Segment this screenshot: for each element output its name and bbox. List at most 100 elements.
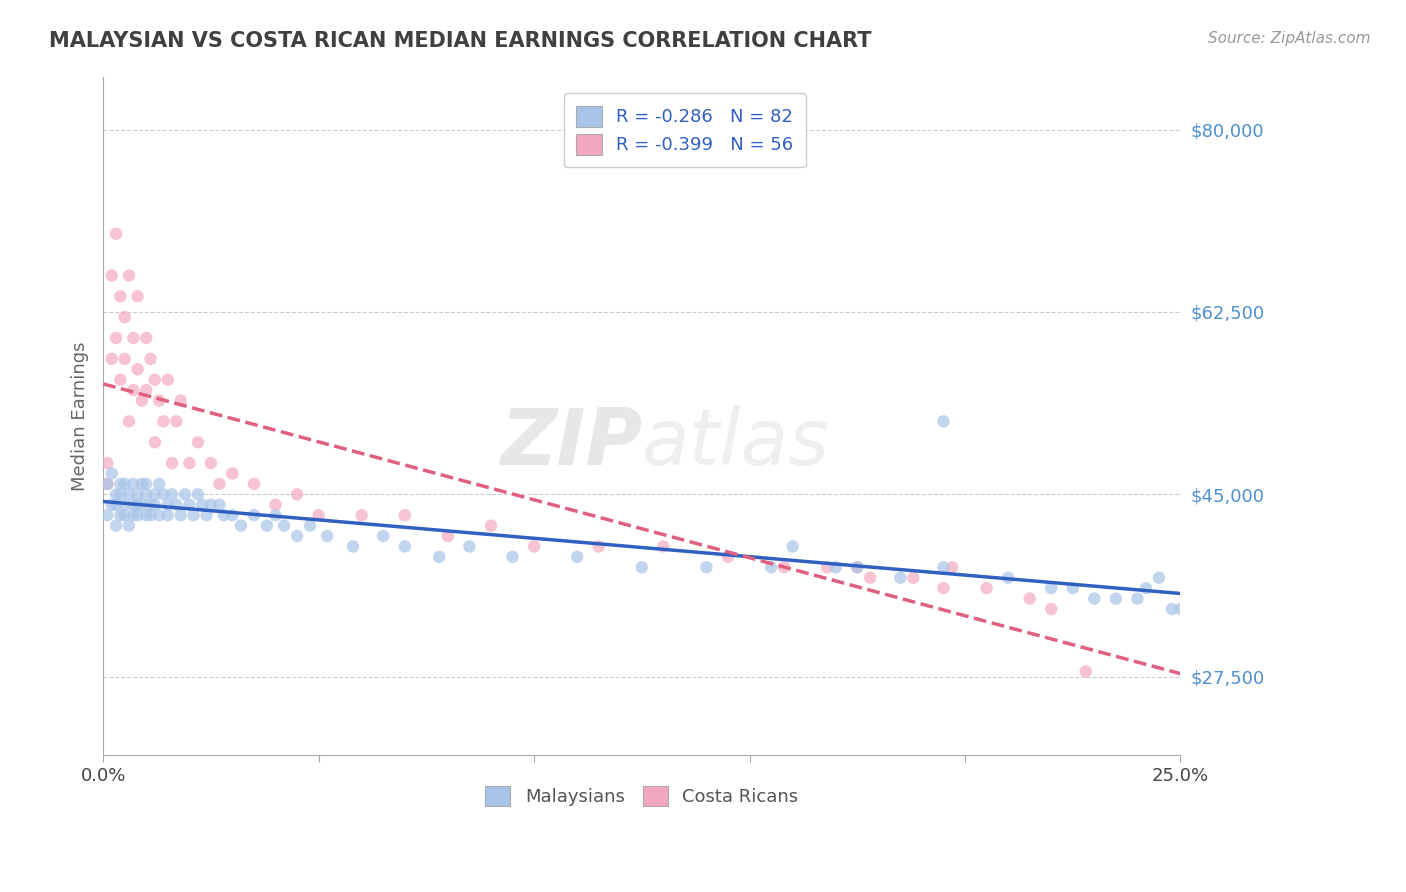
Point <box>122 331 145 345</box>
Point <box>1040 581 1063 595</box>
Y-axis label: Median Earnings: Median Earnings <box>72 342 89 491</box>
Point <box>131 498 153 512</box>
Text: Source: ZipAtlas.com: Source: ZipAtlas.com <box>1208 31 1371 46</box>
Point <box>96 456 118 470</box>
Point <box>170 393 193 408</box>
Point <box>1018 591 1040 606</box>
Point <box>859 571 882 585</box>
Point <box>148 508 170 523</box>
Point <box>191 498 214 512</box>
Point <box>221 467 243 481</box>
Legend: Malaysians, Costa Ricans: Malaysians, Costa Ricans <box>478 779 806 814</box>
Point <box>264 498 287 512</box>
Point <box>135 477 157 491</box>
Point <box>997 571 1019 585</box>
Text: MALAYSIAN VS COSTA RICAN MEDIAN EARNINGS CORRELATION CHART: MALAYSIAN VS COSTA RICAN MEDIAN EARNINGS… <box>49 31 872 51</box>
Point <box>114 508 136 523</box>
Point <box>143 498 166 512</box>
Point <box>316 529 339 543</box>
Point <box>160 456 183 470</box>
Point <box>1170 602 1192 616</box>
Point <box>212 508 235 523</box>
Point <box>110 487 132 501</box>
Point <box>165 414 187 428</box>
Point <box>110 477 132 491</box>
Point <box>135 487 157 501</box>
Point <box>1083 591 1105 606</box>
Point <box>200 456 222 470</box>
Point <box>256 518 278 533</box>
Point <box>135 331 157 345</box>
Point <box>285 529 308 543</box>
Point <box>100 498 122 512</box>
Point <box>437 529 460 543</box>
Point <box>118 268 141 283</box>
Point <box>394 508 416 523</box>
Point <box>1147 571 1170 585</box>
Point <box>782 540 804 554</box>
Point <box>941 560 963 574</box>
Point <box>114 310 136 325</box>
Point <box>187 435 209 450</box>
Point <box>815 560 838 574</box>
Point <box>127 498 149 512</box>
Point <box>717 549 740 564</box>
Point <box>308 508 330 523</box>
Point <box>105 331 128 345</box>
Point <box>135 508 157 523</box>
Point <box>110 508 132 523</box>
Point <box>152 414 174 428</box>
Point <box>105 227 128 241</box>
Point <box>273 518 295 533</box>
Text: atlas: atlas <box>641 405 830 482</box>
Point <box>96 508 118 523</box>
Point <box>105 487 128 501</box>
Point <box>458 540 481 554</box>
Point <box>394 540 416 554</box>
Point <box>889 571 911 585</box>
Point <box>156 498 179 512</box>
Point <box>187 487 209 501</box>
Point <box>156 373 179 387</box>
Point <box>114 477 136 491</box>
Point <box>96 477 118 491</box>
Point <box>148 477 170 491</box>
Point <box>1135 581 1157 595</box>
Point <box>695 560 717 574</box>
Point <box>759 560 782 574</box>
Point <box>127 487 149 501</box>
Point <box>479 518 502 533</box>
Point <box>118 518 141 533</box>
Point <box>523 540 546 554</box>
Point <box>350 508 373 523</box>
Point <box>208 498 231 512</box>
Point <box>131 393 153 408</box>
Point <box>114 351 136 366</box>
Point <box>298 518 321 533</box>
Point <box>264 508 287 523</box>
Point <box>903 571 925 585</box>
Point <box>932 581 955 595</box>
Point <box>183 508 205 523</box>
Point <box>127 362 149 376</box>
Point <box>174 487 197 501</box>
Point <box>630 560 652 574</box>
Point <box>100 268 122 283</box>
Point <box>105 498 128 512</box>
Point <box>200 498 222 512</box>
Point <box>1040 602 1063 616</box>
Point <box>976 581 998 595</box>
Point <box>221 508 243 523</box>
Point <box>118 414 141 428</box>
Point <box>122 477 145 491</box>
Point <box>143 373 166 387</box>
Point <box>243 508 266 523</box>
Point <box>122 498 145 512</box>
Point <box>110 289 132 303</box>
Point <box>846 560 869 574</box>
Point <box>1062 581 1084 595</box>
Point <box>152 487 174 501</box>
Point <box>427 549 450 564</box>
Point <box>342 540 364 554</box>
Point <box>373 529 395 543</box>
